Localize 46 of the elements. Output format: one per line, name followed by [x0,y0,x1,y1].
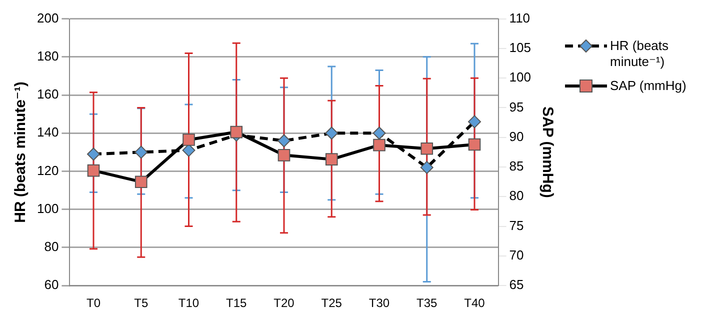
y2-tick-label: 80 [509,188,524,204]
y2-tick-label: 100 [509,70,532,85]
point [182,134,195,146]
point [230,126,243,138]
point [420,160,434,174]
x-tick-label: T0 [86,296,101,310]
x-tick-label: T5 [134,296,148,310]
y2-tick-label: 90 [509,128,524,144]
y-tick-label: 180 [36,48,59,64]
x-tick-label: T20 [274,296,295,310]
point [373,138,386,152]
y2-tick-label: 65 [509,277,524,292]
point [468,138,481,151]
y2-tick-label: 75 [509,218,524,233]
y-tick-label: 100 [36,200,59,216]
y-tick-label: 120 [36,162,59,178]
y2-tick-label: 70 [509,248,524,263]
legend-label: SAP (mmHg) [610,78,686,94]
point [87,164,100,177]
y-tick-label: 200 [36,10,59,26]
x-tick-label: T30 [368,296,390,310]
y-axis-title: HR (beats minute⁻¹) [12,82,30,223]
x-tick-label: T25 [321,296,342,310]
x-tick-label: T35 [416,296,438,310]
x-tick-label: T15 [226,296,248,310]
point [278,134,290,148]
legend-label: HR (beats minute⁻¹) [610,38,670,70]
y-tick-label: 60 [44,277,59,292]
point [182,144,196,157]
y-tick-label: 140 [36,124,59,140]
point [87,148,100,161]
point [278,149,290,162]
point [468,115,481,128]
y2-tick-label: 110 [509,10,530,26]
y-tick-label: 80 [44,239,59,254]
y2-axis-title: SAP (mmHg) [538,106,556,198]
point [372,126,386,140]
point [420,142,434,155]
y2-tick-label: 85 [509,158,524,174]
x-tick-label: T40 [464,296,486,310]
y2-tick-label: 95 [509,99,524,114]
point [325,153,338,166]
y2-tick-label: 105 [509,40,532,56]
y-tick-label: 160 [36,86,59,102]
x-tick-label: T10 [178,296,200,310]
point [325,126,338,140]
